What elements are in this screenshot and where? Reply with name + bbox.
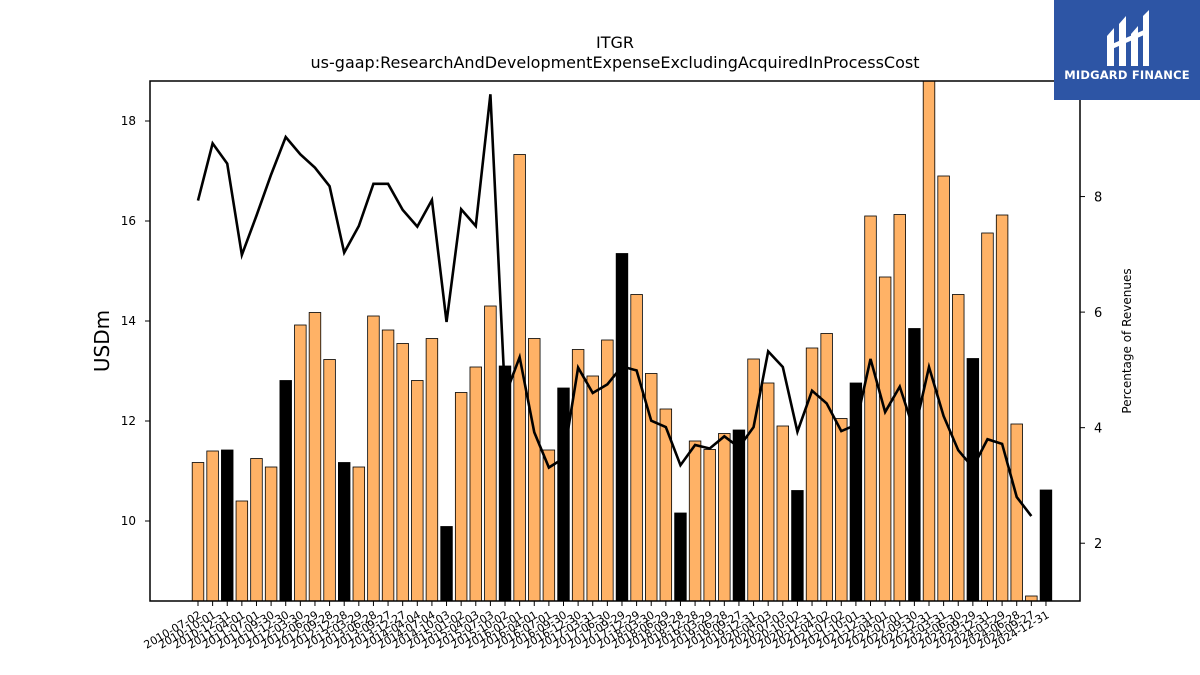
bar-2016-09-30 [557,387,570,602]
bar-2021-12-31 [864,215,877,602]
bar-2012-03-30 [294,324,307,602]
bar-2022-04-01 [878,276,892,602]
y-tick-label: 18 [121,114,136,128]
bar-series [191,80,1053,602]
y2-tick-label: 4 [1094,422,1102,437]
y2-tick-label: 8 [1094,191,1102,206]
y-tick-label: 14 [121,314,136,328]
bar-2022-07-01 [893,214,906,602]
bar-2016-07-01 [542,449,556,602]
chart-subtitle: us-gaap:ResearchAndDevelopmentExpenseExc… [311,53,920,72]
bar-2017-03-31 [586,375,599,602]
percentage-of-revenues-line [196,94,1033,517]
bar-2022-09-30 [908,328,921,602]
y-tick-label: 16 [121,214,136,228]
bar-2016-04-01 [528,338,541,602]
bar-2019-06-28 [718,433,731,602]
bar-2011-07-01 [250,458,263,602]
logo-text: MIDGARD FINANCE [1064,68,1190,82]
y-axis-label: USDm [90,310,114,372]
bar-2015-01-02 [454,392,468,602]
bar-2022-12-31 [922,80,936,602]
bar-2020-12-31 [805,347,819,602]
bar-2014-10-03 [440,526,453,602]
bar-2011-04-01 [235,500,249,602]
line-series [196,94,1033,517]
bar-2011-12-30 [279,380,292,602]
bar-2023-03-31 [937,175,950,602]
bar-2019-03-29 [703,449,716,602]
bar-2023-12-31 [981,232,994,602]
bar-2021-10-01 [849,382,863,602]
y-tick-label: 10 [121,514,136,528]
bar-2010-12-31 [221,449,234,602]
bar-2019-09-27 [732,429,746,602]
bar-2013-12-27 [396,343,409,602]
bar-2021-04-02 [820,333,833,602]
midgard-finance-logo: MIDGARD FINANCE [1054,0,1200,100]
bar-2020-10-02 [791,490,804,602]
bar-2024-06-28 [1010,423,1023,602]
bar-2012-12-28 [337,462,351,602]
bar-2011-09-30 [264,466,278,602]
bar-2013-03-29 [352,466,366,602]
bar-2020-04-03 [761,382,775,602]
bar-2018-09-28 [674,512,687,602]
bar-2023-09-29 [966,358,980,602]
bar-2017-12-29 [630,294,643,602]
bar-2021-07-02 [835,418,848,602]
bar-2012-06-29 [308,312,322,602]
bar-2018-12-28 [688,440,702,602]
bar-2015-04-03 [469,366,482,602]
y2-tick-label: 2 [1094,537,1102,552]
bar-2017-09-29 [615,253,629,602]
bar-2014-07-04 [425,338,439,602]
bar-2013-09-27 [381,329,395,602]
bar-2015-07-03 [484,305,497,602]
bar-2019-12-31 [747,358,760,602]
bar-2024-12-31 [1039,489,1053,602]
bar-2010-10-01 [206,450,219,602]
y-axis-right: 2 4 6 8 [1080,191,1102,552]
bar-2020-07-03 [776,425,790,602]
chart-title: ITGR [596,33,634,52]
y2-axis-label: Percentage of Revenues [1120,268,1134,413]
x-axis: 2010-07-022010-10-012010-12-312011-04-01… [142,601,1051,652]
y2-tick-label: 6 [1094,306,1102,321]
bar-2024-03-29 [995,214,1009,602]
bar-2012-09-28 [323,359,336,602]
y-axis-left: 10 12 14 16 18 [121,114,150,528]
bar-2013-06-28 [367,315,380,602]
plot-frame [149,80,1081,602]
bar-2014-04-04 [411,380,424,602]
bar-2015-10-02 [498,365,512,602]
midgard-logo-icon [1107,10,1149,66]
bar-2010-07-02 [191,462,205,602]
y-tick-label: 12 [121,414,136,428]
